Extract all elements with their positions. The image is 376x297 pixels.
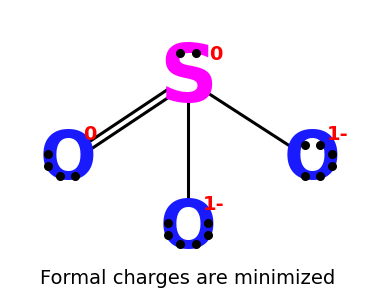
- Text: 1-: 1-: [203, 195, 225, 214]
- Text: O: O: [284, 127, 340, 193]
- Text: S: S: [159, 41, 217, 119]
- Text: O: O: [39, 127, 96, 193]
- Text: 1-: 1-: [327, 125, 349, 144]
- Text: O: O: [160, 196, 216, 262]
- Text: 0: 0: [209, 45, 222, 64]
- Text: 0: 0: [83, 125, 96, 144]
- Text: Formal charges are minimized: Formal charges are minimized: [40, 269, 336, 288]
